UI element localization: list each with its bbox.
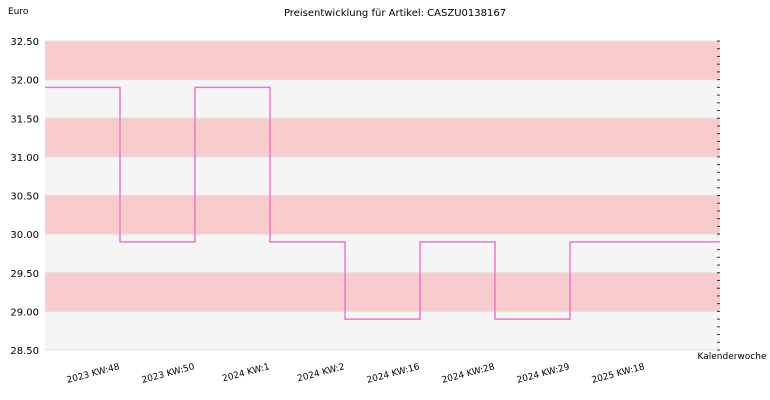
series-group (45, 86, 720, 320)
x-tick-label: 2025 KW:18 (591, 362, 646, 386)
x-tick-label: 2024 KW:29 (516, 362, 571, 386)
plot-band (45, 195, 720, 235)
plot-band (45, 311, 720, 350)
plot-band (45, 234, 720, 273)
plot-band (45, 41, 720, 80)
chart-title: Preisentwicklung für Artikel: CASZU01381… (284, 8, 506, 19)
y-axis-tick-labels: 28.50 29.00 29.50 30.00 30.50 31.00 31.50 32.00… (10, 37, 39, 357)
plot-band (45, 156, 720, 196)
y-tick-label: 31.50 (10, 114, 39, 125)
x-axis-tick-labels: 2023 KW:48 2023 KW:50 2024 KW:1 2024 KW:2 20… (66, 362, 646, 386)
y-tick-label: 32.50 (10, 37, 39, 48)
plot-band (45, 79, 720, 119)
x-tick-label: 2023 KW:48 (66, 362, 121, 386)
y-axis-label: Euro (8, 7, 29, 17)
plot-band (45, 118, 720, 157)
y-tick-label: 31.00 (10, 153, 39, 164)
x-tick-label: 2024 KW:28 (441, 362, 496, 386)
gridlines (45, 40, 720, 351)
x-tick-label: 2023 KW:50 (141, 362, 196, 386)
x-tick-label: 2024 KW:2 (296, 362, 345, 384)
y-tick-label: 30.50 (10, 192, 39, 203)
price-series-line (45, 86, 720, 320)
y-tick-label: 30.00 (10, 230, 39, 241)
y-tick-label: 29.00 (10, 307, 39, 318)
x-tick-label: 2024 KW:1 (221, 362, 270, 384)
x-tick-label: 2024 KW:16 (366, 362, 421, 386)
y-tick-label: 28.50 (10, 346, 39, 357)
right-axis-minor-ticks (717, 40, 720, 351)
plot-bands (45, 41, 720, 350)
plot-band (45, 272, 720, 312)
y-tick-label: 29.50 (10, 269, 39, 280)
y-tick-label: 32.00 (10, 76, 39, 87)
x-axis-label: Kalenderwoche (697, 352, 766, 362)
